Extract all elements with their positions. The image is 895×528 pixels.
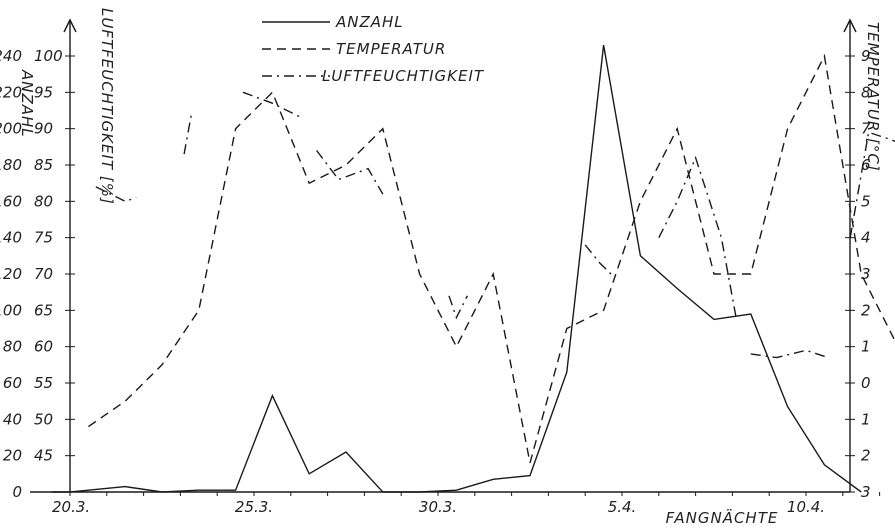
luftfeuchtigkeit-line	[584, 244, 616, 279]
luftfeuchtigkeit-line	[316, 150, 384, 195]
temperatur-tick-label: 3	[861, 483, 871, 501]
anzahl-tick-label: 240	[0, 47, 22, 65]
x-tick-label: 20.3.	[52, 498, 90, 516]
luftfeuchtigkeit-tick-label: 70	[34, 265, 53, 283]
temperatur-tick-label: 2	[861, 447, 871, 465]
anzahl-tick-label: 20	[3, 447, 22, 465]
temperatur-tick-label: 7	[861, 120, 871, 138]
x-tick-label: 5.4.	[608, 498, 637, 516]
anzahl-tick-label: 180	[0, 156, 22, 174]
x-tick-label: 30.3.	[419, 498, 457, 516]
luftfeuchtigkeit-line	[242, 91, 303, 119]
luftfeuchtigkeit-tick-label: 65	[34, 301, 53, 319]
temperatur-tick-label: 1	[861, 338, 871, 356]
anzahl-tick-label: 160	[0, 192, 22, 210]
x-axis-label: FANGNÄCHTE	[666, 508, 779, 527]
temperatur-tick-label: 2	[861, 301, 871, 319]
temperatur-line	[88, 53, 895, 464]
anzahl-tick-label: 120	[0, 265, 22, 283]
anzahl-line	[51, 44, 862, 493]
left-axis-arrow	[63, 18, 77, 33]
temperatur-tick-label: 1	[861, 410, 871, 428]
luftfeuchtigkeit-tick-label: 90	[34, 120, 53, 138]
luftfeuchtigkeit-line	[750, 349, 829, 359]
luftfeuchtigkeit-tick-label: 95	[34, 83, 53, 101]
luftfeuchtigkeit-line	[849, 131, 895, 238]
luftfeuchtigkeit-tick-label: 50	[34, 410, 53, 428]
luftfeuchtigkeit-tick-label: 55	[34, 374, 53, 392]
anzahl-tick-label: 0	[12, 483, 22, 501]
temperatur-tick-label: 3	[861, 265, 871, 283]
x-tick-label: 25.3.	[235, 498, 273, 516]
anzahl-tick-label: 140	[0, 229, 22, 247]
x-tick-label: 10.4.	[787, 498, 825, 516]
anzahl-tick-label: 60	[3, 374, 22, 392]
temperatur-axis-label: TEMPERATUR [°C]	[864, 22, 882, 172]
anzahl-axis-label: ANZAHL	[18, 69, 36, 138]
luftfeuchtigkeit-tick-label: 100	[34, 47, 63, 65]
luftfeuchtigkeit-line	[658, 155, 737, 318]
luftfeuchtigkeit-tick-label: 60	[34, 338, 53, 356]
luftfeuchtigkeit-tick-label: 75	[34, 229, 53, 247]
right-axis-arrow	[843, 18, 857, 33]
temperatur-tick-label: 8	[861, 83, 871, 101]
anzahl-tick-label: 100	[0, 301, 22, 319]
chart-plot-area	[51, 44, 895, 493]
chart-axes: 20.3. 25.3. 30.3. 5.4. 10.4.FANGNÄCHTE020406…	[0, 8, 882, 527]
legend-label-luftfeuchtigkeit: LUFTFEUCHTIGKEIT	[322, 67, 485, 85]
luftfeuchtigkeit-line	[448, 295, 469, 320]
luftfeuchtigkeit-tick-label: 45	[34, 447, 53, 465]
anzahl-tick-label: 40	[3, 410, 22, 428]
legend-label-temperatur: TEMPERATUR	[336, 40, 446, 58]
temperatur-tick-label: 9	[861, 47, 871, 65]
temperatur-tick-label: 4	[861, 229, 871, 247]
luftfeuchtigkeit-tick-label: 85	[34, 156, 53, 174]
chart-legend: ANZAHL TEMPERATUR LUFTFEUCHTIGKEIT	[262, 13, 485, 85]
temperatur-tick-label: 5	[861, 192, 871, 210]
anzahl-tick-label: 80	[3, 338, 22, 356]
anzahl-tick-label: 220	[0, 83, 22, 101]
anzahl-tick-label: 200	[0, 120, 22, 138]
luftfeuchtigkeit-tick-label: 80	[34, 192, 53, 210]
temperatur-tick-label: 6	[861, 156, 871, 174]
temperatur-tick-label: 0	[861, 374, 871, 392]
luftfeuchtigkeit-axis-label: LUFTFEUCHTIGKEIT [%]	[98, 8, 116, 205]
luftfeuchtigkeit-line	[183, 113, 193, 155]
legend-label-anzahl: ANZAHL	[335, 13, 404, 31]
